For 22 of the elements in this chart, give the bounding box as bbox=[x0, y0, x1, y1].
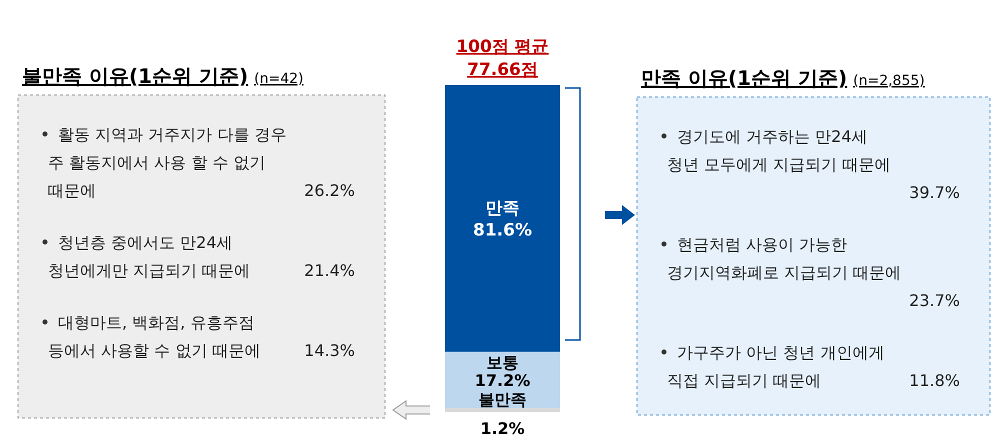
data-label: 81.6% bbox=[473, 220, 532, 240]
data-label: 17.2% bbox=[474, 370, 530, 390]
text: 23.7% bbox=[909, 291, 960, 310]
text: 14.3% bbox=[304, 341, 355, 360]
series-label: 만족 bbox=[486, 198, 520, 218]
data-label: 1.2% bbox=[480, 419, 525, 438]
series-label: 불만족 bbox=[478, 390, 526, 410]
text: 대형마트, 백화점, 유흥주점 등에서 사용할 수 없기 때문에 bbox=[48, 313, 260, 360]
text: 21.4% bbox=[304, 261, 355, 280]
chart-subtitle: 77.66점 bbox=[467, 60, 538, 80]
text: 청년층 중에서도 만24세 청년에게만 지급되기 때문에 bbox=[48, 233, 250, 280]
text: (n=2,855) bbox=[853, 73, 925, 89]
text: (n=42) bbox=[254, 71, 304, 87]
text: 26.2% bbox=[304, 181, 355, 200]
text: 11.8% bbox=[909, 371, 960, 390]
text: 현금처럼 사용이 가능한 경기지역화폐로 지급되기 때문에 bbox=[667, 235, 902, 282]
text: 활동 지역과 거주지가 다를 경우 주 활동지에서 사용 할 수 없기 때문에 bbox=[48, 125, 286, 200]
chart-title: 100점 평균 bbox=[456, 37, 549, 57]
text: 39.7% bbox=[909, 183, 960, 202]
text: 경기도에 거주하는 만24세 청년 모두에게 지급되기 때문에 bbox=[667, 127, 890, 174]
series-label: 보통 bbox=[486, 352, 518, 372]
text: 가구주가 아닌 청년 개인에게 직접 지급되기 때문에 bbox=[667, 343, 884, 390]
